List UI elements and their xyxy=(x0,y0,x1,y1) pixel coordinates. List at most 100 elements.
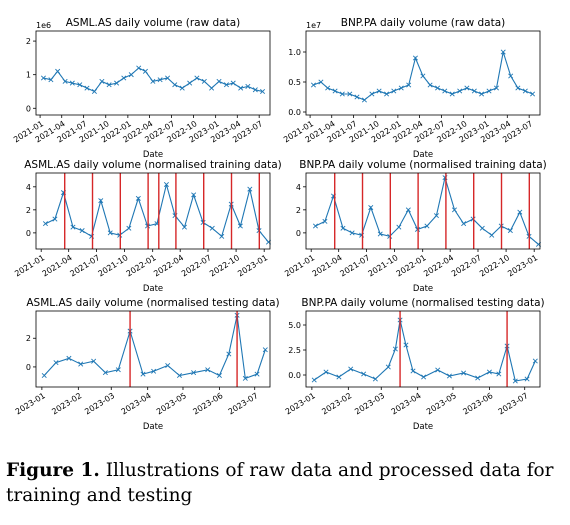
data-point xyxy=(179,85,185,91)
data-point xyxy=(176,373,182,379)
chart-title: BNP.PA daily volume (normalised training… xyxy=(299,159,547,171)
data-point xyxy=(446,373,452,379)
y-tick-label: 2 xyxy=(26,37,31,46)
x-tick-label: 2021-07 xyxy=(68,253,101,278)
data-point xyxy=(126,225,132,231)
chart-panel-5: BNP.PA daily volume (normalised testing … xyxy=(284,297,545,432)
data-point xyxy=(486,88,492,94)
x-tick-label: 2022-01 xyxy=(125,253,158,278)
y-tick-label: 0 xyxy=(26,363,31,372)
data-point xyxy=(157,77,163,83)
data-point xyxy=(62,78,68,84)
data-point xyxy=(252,87,258,93)
data-point xyxy=(165,362,171,369)
data-point xyxy=(70,224,76,230)
series-line xyxy=(43,67,263,93)
data-point xyxy=(135,195,141,201)
x-tick-label: 2023-03 xyxy=(353,391,386,416)
data-point xyxy=(424,223,430,229)
y-tick-label: 5.0 xyxy=(288,321,301,330)
data-point xyxy=(219,233,225,239)
figure: ASML.AS daily volume (raw data) 1e6 0 1 2 202… xyxy=(12,17,547,432)
data-point xyxy=(461,221,467,227)
figure-canvas: ASML.AS daily volume (raw data)1e6012202… xyxy=(12,17,547,432)
data-point xyxy=(420,73,426,79)
data-point xyxy=(310,82,316,88)
data-point xyxy=(368,205,374,211)
plot-frame xyxy=(305,172,541,250)
data-point xyxy=(479,91,485,97)
x-tick-label: 2023-04 xyxy=(390,391,423,416)
chart-title: BNP.PA daily volume (normalised testing … xyxy=(301,297,544,309)
x-tick-label: 2022-04 xyxy=(422,253,455,278)
chart-title: ASML.AS daily volume (raw data) xyxy=(66,17,241,29)
y-tick-label: 1.0 xyxy=(288,48,301,57)
data-point xyxy=(336,374,342,380)
data-point xyxy=(102,370,108,376)
x-tick-label: 2021-10 xyxy=(367,253,400,278)
plot-frame xyxy=(305,30,541,116)
data-point xyxy=(496,371,502,377)
chart-panel-2: ASML.AS daily volume (normalised trainin… xyxy=(13,159,282,294)
data-point xyxy=(106,82,112,88)
data-point xyxy=(406,82,412,88)
data-point xyxy=(237,223,243,229)
data-point xyxy=(181,224,187,230)
data-point xyxy=(230,80,236,86)
data-point xyxy=(194,75,200,81)
data-point xyxy=(435,367,441,373)
data-point xyxy=(325,85,331,91)
data-point xyxy=(354,94,360,100)
data-point xyxy=(136,65,142,71)
x-axis-label: Date xyxy=(413,422,433,432)
data-point xyxy=(201,78,207,84)
data-point xyxy=(377,231,383,237)
chart-panel-1: BNP.PA daily volume (raw data) 1e7 0.0 0.5 1… xyxy=(282,17,541,160)
data-point xyxy=(254,371,260,377)
data-point xyxy=(140,371,146,377)
data-point xyxy=(191,192,197,198)
data-point xyxy=(262,347,268,353)
data-point xyxy=(489,232,495,238)
data-point xyxy=(151,368,157,374)
y-tick-label: 2.5 xyxy=(288,346,301,355)
data-point xyxy=(115,367,121,373)
data-point xyxy=(53,360,59,366)
data-point xyxy=(107,230,113,236)
x-axis-label: Date xyxy=(413,284,433,294)
series-line xyxy=(43,315,266,380)
data-point xyxy=(48,77,54,83)
y-tick-label: 0 xyxy=(26,229,31,238)
y-tick-label: 0.0 xyxy=(288,108,301,117)
data-point xyxy=(150,78,156,84)
x-axis-label: Date xyxy=(143,150,163,160)
data-point xyxy=(98,198,104,204)
data-point xyxy=(245,83,251,89)
data-point xyxy=(40,75,46,81)
data-point xyxy=(66,355,72,361)
data-point xyxy=(322,218,328,224)
caption-label: Figure 1. xyxy=(6,460,100,481)
data-point xyxy=(435,85,441,91)
chart-panel-0: ASML.AS daily volume (raw data)1e6012202… xyxy=(12,17,271,160)
data-point xyxy=(369,91,375,97)
data-point xyxy=(172,82,178,88)
data-point xyxy=(391,88,397,94)
data-point xyxy=(421,374,427,380)
data-point xyxy=(449,91,455,97)
data-point xyxy=(412,55,418,61)
data-point xyxy=(385,364,391,370)
x-axis-label: Date xyxy=(143,284,163,294)
data-point xyxy=(121,75,127,81)
x-axis-label: Date xyxy=(413,150,433,160)
x-tick-label: 2023-05 xyxy=(155,391,188,416)
x-tick-label: 2023-02 xyxy=(50,391,83,416)
data-point xyxy=(247,186,253,192)
data-point xyxy=(226,351,232,357)
chart-panel-4: ASML.AS daily volume (normalised testing… xyxy=(14,297,280,432)
y-tick-label: 0 xyxy=(296,229,301,238)
data-point xyxy=(493,85,499,91)
data-point xyxy=(433,213,439,219)
data-point xyxy=(486,369,492,375)
y-tick-label: 0.0 xyxy=(288,371,301,380)
